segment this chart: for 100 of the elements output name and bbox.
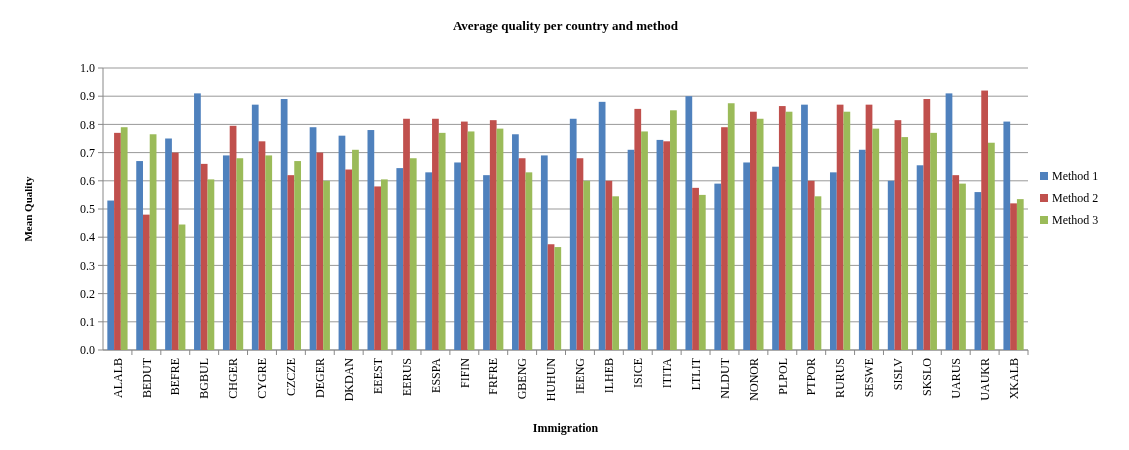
- x-tick-label: EERUS: [399, 358, 414, 397]
- y-tick-label: 0.0: [80, 343, 95, 358]
- bar: [858, 149, 866, 350]
- x-tick-label: FIFIN: [457, 357, 472, 389]
- bar: [554, 247, 562, 350]
- bar: [714, 183, 722, 350]
- bar: [670, 110, 677, 350]
- bar: [540, 155, 548, 350]
- bar: [634, 108, 642, 350]
- bar: [236, 158, 244, 350]
- x-tick-label: UARUS: [948, 358, 963, 399]
- x-tick-label: NLDUT: [717, 357, 732, 399]
- bar: [200, 163, 208, 350]
- bar: [107, 200, 115, 350]
- bar: [251, 104, 259, 350]
- bar: [367, 130, 375, 350]
- x-tick-label: NONOR: [746, 358, 761, 401]
- bar: [930, 132, 937, 350]
- bar: [952, 175, 960, 350]
- bar: [512, 134, 519, 350]
- bar: [142, 214, 150, 350]
- bar: [901, 137, 909, 350]
- bar: [374, 186, 381, 350]
- bar: [352, 149, 359, 350]
- x-tick-label: ILHEB: [602, 358, 617, 394]
- bar: [685, 96, 693, 350]
- bar: [1016, 199, 1024, 350]
- bar: [807, 180, 815, 350]
- bar: [988, 142, 995, 350]
- chart-title: Average quality per country and method: [452, 18, 679, 33]
- bar: [872, 128, 880, 350]
- bar: [750, 111, 757, 350]
- x-tick-label: XKALB: [1006, 358, 1021, 400]
- x-tick-label: SISLV: [891, 357, 906, 391]
- bar: [721, 127, 728, 350]
- legend-label: Method 1: [1052, 169, 1099, 184]
- y-tick-label: 0.3: [80, 258, 95, 273]
- x-tick-label: CYGRE: [255, 358, 270, 399]
- y-tick-label: 0.5: [80, 202, 95, 217]
- bar: [120, 127, 128, 350]
- bar: [612, 196, 619, 350]
- bar: [756, 118, 764, 350]
- bar: [432, 118, 439, 350]
- bar: [641, 131, 648, 350]
- x-tick-label: FRFRE: [486, 358, 501, 395]
- x-tick-label: SESWE: [862, 358, 877, 398]
- x-tick-label: SKSLO: [920, 357, 935, 397]
- bar: [323, 180, 330, 350]
- bar: [438, 132, 446, 350]
- x-tick-label: BGBUL: [197, 358, 212, 399]
- bar: [265, 155, 273, 350]
- bar: [403, 118, 410, 350]
- bar: [380, 179, 388, 350]
- bar: [316, 152, 324, 350]
- bar: [829, 172, 837, 350]
- bar: [171, 152, 179, 350]
- bar: [569, 118, 577, 350]
- y-tick-label: 0.4: [80, 230, 95, 245]
- legend-label: Method 2: [1052, 191, 1099, 206]
- x-tick-label: CZCZE: [284, 358, 299, 396]
- x-tick-label: UAUKR: [977, 358, 992, 401]
- bar: [460, 121, 468, 350]
- x-tick-label: ESSPA: [428, 357, 443, 393]
- bar: [454, 162, 461, 350]
- x-tick-label: ITITA: [659, 357, 674, 389]
- bar: [136, 161, 143, 350]
- bar: [959, 183, 966, 350]
- bar: [605, 180, 613, 350]
- bar: [483, 175, 490, 350]
- bar: [1003, 121, 1011, 350]
- legend-label: Method 3: [1052, 213, 1099, 228]
- bar: [409, 158, 417, 350]
- bar: [743, 162, 751, 350]
- x-tick-label: PLPOL: [775, 358, 790, 395]
- x-tick-label: PTPOR: [804, 358, 819, 396]
- bar: [489, 120, 497, 350]
- bar: [518, 158, 526, 350]
- x-tick-label: ISICE: [630, 358, 645, 388]
- y-tick-label: 0.9: [80, 89, 95, 104]
- y-tick-label: 0.8: [80, 117, 95, 132]
- x-tick-label: EEEST: [370, 357, 385, 394]
- bar: [222, 155, 230, 350]
- bar: [843, 111, 851, 350]
- bar: [194, 93, 201, 350]
- x-tick-label: DKDAN: [341, 357, 356, 402]
- x-tick-label: DEGER: [313, 358, 327, 398]
- y-tick-label: 0.2: [80, 286, 95, 301]
- bar: [772, 166, 779, 350]
- x-tick-label: HUHUN: [544, 357, 559, 402]
- x-tick-label: GBENG: [515, 357, 530, 400]
- bar: [663, 141, 671, 350]
- x-axis-title: Immigration: [532, 421, 599, 435]
- bar: [727, 103, 735, 350]
- bar: [345, 169, 353, 350]
- x-tick-label: BEFRE: [168, 358, 183, 396]
- x-tick-label: IEENG: [573, 357, 588, 394]
- x-tick-label: CHGER: [226, 358, 241, 399]
- y-axis-title: Mean Quality: [22, 175, 34, 242]
- bar: [778, 106, 786, 350]
- bar: [887, 180, 895, 350]
